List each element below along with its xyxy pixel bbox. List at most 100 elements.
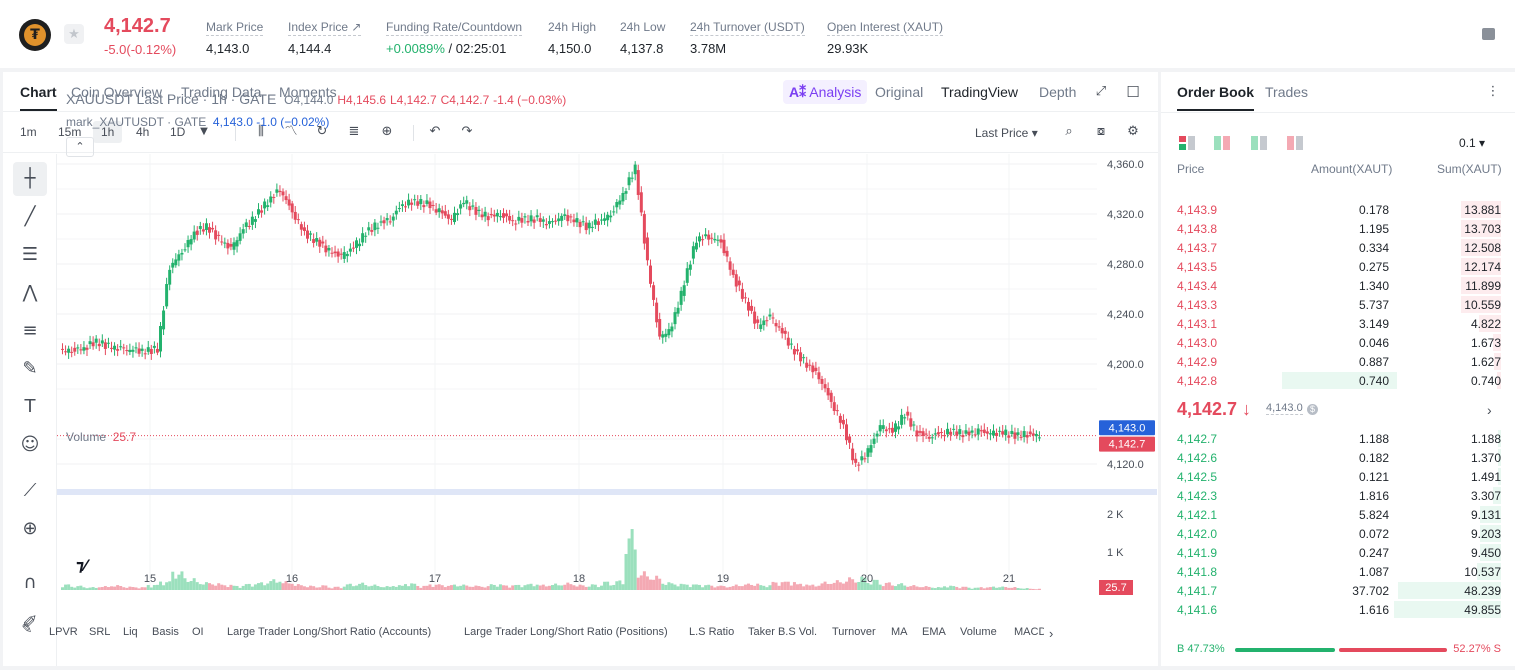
ind-lpvr[interactable]: LPVR (49, 626, 78, 638)
precision-select[interactable]: 0.1 ▾ (1459, 136, 1486, 150)
candle-body (198, 225, 202, 229)
ind-srl[interactable]: SRL (89, 626, 111, 638)
bid-row[interactable]: 4,141.8 1.087 10.537 (1161, 562, 1501, 581)
sum-cell: 3.307 (1470, 489, 1501, 503)
candlestick-icon[interactable]: ⫼ (258, 124, 264, 139)
ind-volume[interactable]: Volume (960, 626, 997, 638)
expand-icon[interactable]: ⤢ (1095, 84, 1107, 99)
ai-analysis-button[interactable]: A⁑ Analysis (783, 80, 868, 104)
volume-bar (299, 585, 303, 590)
ask-row[interactable]: 4,143.8 1.195 13.703 (1161, 219, 1501, 238)
book-icon[interactable] (1482, 28, 1495, 40)
gear-icon[interactable]: ⚙ (1127, 124, 1139, 139)
window-icon[interactable]: ☐ (1126, 83, 1140, 101)
bid-row[interactable]: 4,142.7 1.188 1.188 (1161, 429, 1501, 448)
info-icon[interactable]: $ (1307, 404, 1318, 415)
zoom-in-icon[interactable]: ⊕ (22, 518, 38, 539)
ind-taker-vol[interactable]: Taker B.S Vol. (748, 626, 818, 638)
layout-icon[interactable]: ≣ (348, 124, 360, 139)
ruler-icon[interactable]: ⟋ (23, 480, 37, 501)
candle-body (302, 227, 306, 231)
tab-moments[interactable]: Moments (279, 84, 337, 100)
tf-4h[interactable]: 4h (136, 125, 150, 139)
magnet-icon[interactable]: ∩ (23, 572, 37, 593)
bid-row[interactable]: 4,142.5 0.121 1.491 (1161, 467, 1501, 486)
chevron-down-icon[interactable]: ▼ (200, 126, 208, 137)
undo-icon[interactable]: ↶ (429, 124, 441, 139)
crosshair-icon[interactable]: ┼ (13, 162, 47, 196)
ask-row[interactable]: 4,142.9 0.887 1.627 (1161, 352, 1501, 371)
ask-row[interactable]: 4,143.9 0.178 13.881 (1161, 200, 1501, 219)
candle-body (94, 338, 98, 343)
ind-macd[interactable]: MACD (1014, 626, 1044, 638)
replay-icon[interactable]: ↻ (316, 124, 328, 139)
tab-trades[interactable]: Trades (1265, 84, 1309, 100)
bid-row[interactable]: 4,141.6 1.616 49.855 (1161, 600, 1501, 619)
bid-row[interactable]: 4,142.1 5.824 9.131 (1161, 505, 1501, 524)
indicator-icon[interactable]: 〽 (284, 124, 298, 139)
bid-row[interactable]: 4,142.3 1.816 3.307 (1161, 486, 1501, 505)
ask-row[interactable]: 4,143.0 0.046 1.673 (1161, 333, 1501, 352)
view-both-icon[interactable] (1179, 136, 1195, 150)
pencil-icon[interactable]: ✎ (21, 622, 33, 637)
emoji-icon[interactable]: ☺ (20, 434, 40, 455)
view-original[interactable]: Original (875, 84, 924, 100)
volume-bar (76, 586, 80, 590)
chevron-right-icon[interactable]: › (1049, 626, 1054, 641)
ind-ma[interactable]: MA (891, 626, 908, 638)
ind-turnover[interactable]: Turnover (832, 626, 876, 638)
brush-icon[interactable]: ✎ (22, 358, 38, 379)
candle-body (318, 239, 322, 247)
candlestick-chart[interactable]: 4,360.0 4,320.0 4,280.0 4,240.0 4,200.0 4,120… (57, 154, 1157, 598)
horizontal-lines-icon[interactable]: ☰ (21, 244, 39, 265)
bid-row[interactable]: 4,141.7 37.702 48.239 (1161, 581, 1501, 600)
ind-liq[interactable]: Liq (123, 626, 138, 638)
ask-row[interactable]: 4,143.5 0.275 12.174 (1161, 257, 1501, 276)
more-vertical-icon[interactable]: ⋮ (1486, 84, 1500, 99)
view-mixed-icon[interactable] (1214, 136, 1230, 150)
ind-lt-positions[interactable]: Large Trader Long/Short Ratio (Positions… (464, 626, 668, 638)
price-type-select[interactable]: Last Price ▾ (975, 126, 1038, 140)
ask-row[interactable]: 4,143.7 0.334 12.508 (1161, 238, 1501, 257)
ind-lt-accounts[interactable]: Large Trader Long/Short Ratio (Accounts) (227, 626, 432, 638)
tab-chart[interactable]: Chart (20, 84, 57, 111)
tf-1d[interactable]: 1D (170, 125, 186, 139)
chevron-right-icon[interactable]: › (1487, 402, 1492, 418)
tf-1m[interactable]: 1m (20, 125, 37, 139)
ind-ls-ratio[interactable]: L.S Ratio (689, 626, 735, 638)
pattern-icon[interactable]: ⋀ (22, 282, 38, 303)
view-bids-icon[interactable] (1251, 136, 1267, 150)
fib-icon[interactable]: ≡ (22, 320, 38, 341)
ind-ema[interactable]: EMA (922, 626, 946, 638)
view-tradingview[interactable]: TradingView (941, 84, 1019, 100)
stat-index-price[interactable]: Index Price ↗ 4,144.4 (288, 20, 362, 56)
ask-row[interactable]: 4,143.4 1.340 11.899 (1161, 276, 1501, 295)
candle-body (808, 364, 812, 366)
search-icon[interactable]: ⌕ (1065, 124, 1073, 139)
tf-15m[interactable]: 15m (58, 125, 82, 139)
bid-row[interactable]: 4,142.6 0.182 1.370 (1161, 448, 1501, 467)
favorite-star-icon[interactable]: ★ (64, 24, 84, 44)
tab-trading-data[interactable]: Trading Data (181, 84, 262, 100)
tf-1h[interactable]: 1h (93, 121, 123, 143)
bid-row[interactable]: 4,142.0 0.072 9.203 (1161, 524, 1501, 543)
collapse-legend-button[interactable]: ⌃ (66, 137, 94, 157)
trendline-icon[interactable]: ╱ (24, 206, 36, 227)
ask-row[interactable]: 4,143.3 5.737 10.559 (1161, 295, 1501, 314)
ask-row[interactable]: 4,142.8 0.740 0.740 (1161, 371, 1501, 390)
camera-icon[interactable]: ⧇ (1096, 124, 1106, 139)
ind-oi[interactable]: OI (192, 626, 204, 638)
text-icon[interactable]: T (24, 396, 36, 417)
add-indicator-icon[interactable]: ⊕ (381, 124, 393, 139)
redo-icon[interactable]: ↷ (461, 124, 473, 139)
view-depth[interactable]: Depth (1039, 84, 1077, 100)
pencil-lock-icon[interactable]: ✐ (22, 612, 38, 633)
view-asks-icon[interactable] (1287, 136, 1303, 150)
tab-coin-overview[interactable]: Coin Overview (71, 84, 163, 100)
volume-bar (204, 582, 208, 590)
tab-order-book[interactable]: Order Book (1177, 84, 1255, 111)
bid-row[interactable]: 4,141.9 0.247 9.450 (1161, 543, 1501, 562)
candle-body (407, 199, 411, 206)
ind-basis[interactable]: Basis (152, 626, 179, 638)
ask-row[interactable]: 4,143.1 3.149 4.822 (1161, 314, 1501, 333)
